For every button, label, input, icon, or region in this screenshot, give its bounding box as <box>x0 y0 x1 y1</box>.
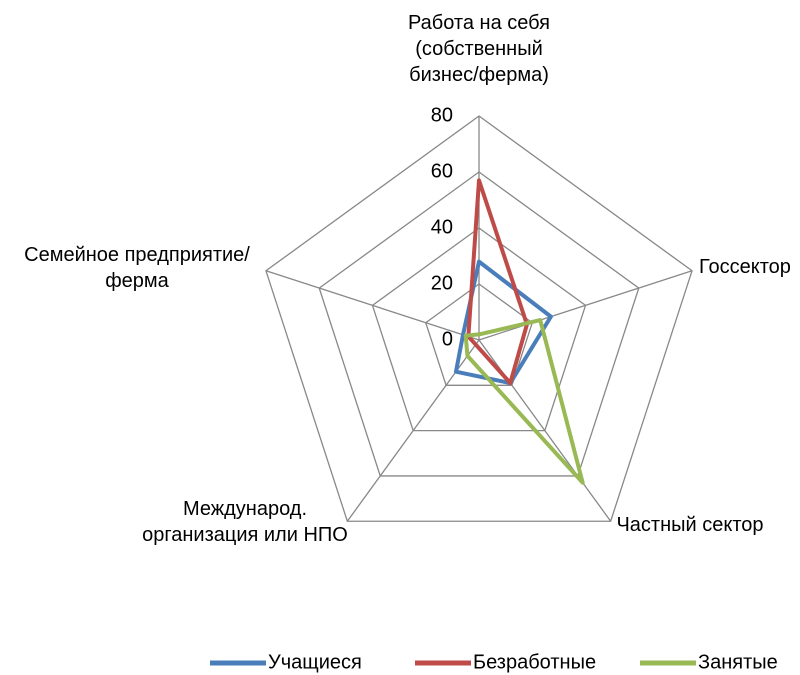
spoke <box>265 270 480 341</box>
grid-ring <box>371 227 587 432</box>
legend-label: Учащиеся <box>268 651 362 673</box>
series-line <box>466 178 529 386</box>
category-label: Семейное предприятие/ферма <box>24 244 250 292</box>
y-tick-label: 60 <box>431 160 453 182</box>
y-tick-label: 80 <box>431 104 453 126</box>
y-tick-label: 0 <box>442 328 453 350</box>
series-line <box>463 318 585 485</box>
category-label: Госсектор <box>699 256 791 278</box>
grid-ring <box>318 171 640 477</box>
series-line <box>453 259 553 386</box>
y-tick-label: 40 <box>431 216 453 238</box>
category-label: Частный сектор <box>616 514 763 536</box>
category-label: Международ. организация или НПО <box>142 498 348 546</box>
spoke <box>478 270 693 341</box>
grid-ring <box>265 115 693 522</box>
legend-label: Занятые <box>698 651 778 673</box>
y-tick-label: 20 <box>431 272 453 294</box>
legend-label: Безработные <box>473 651 596 673</box>
category-label: Работа на себя (собственный бизнес/ферма) <box>408 12 550 86</box>
